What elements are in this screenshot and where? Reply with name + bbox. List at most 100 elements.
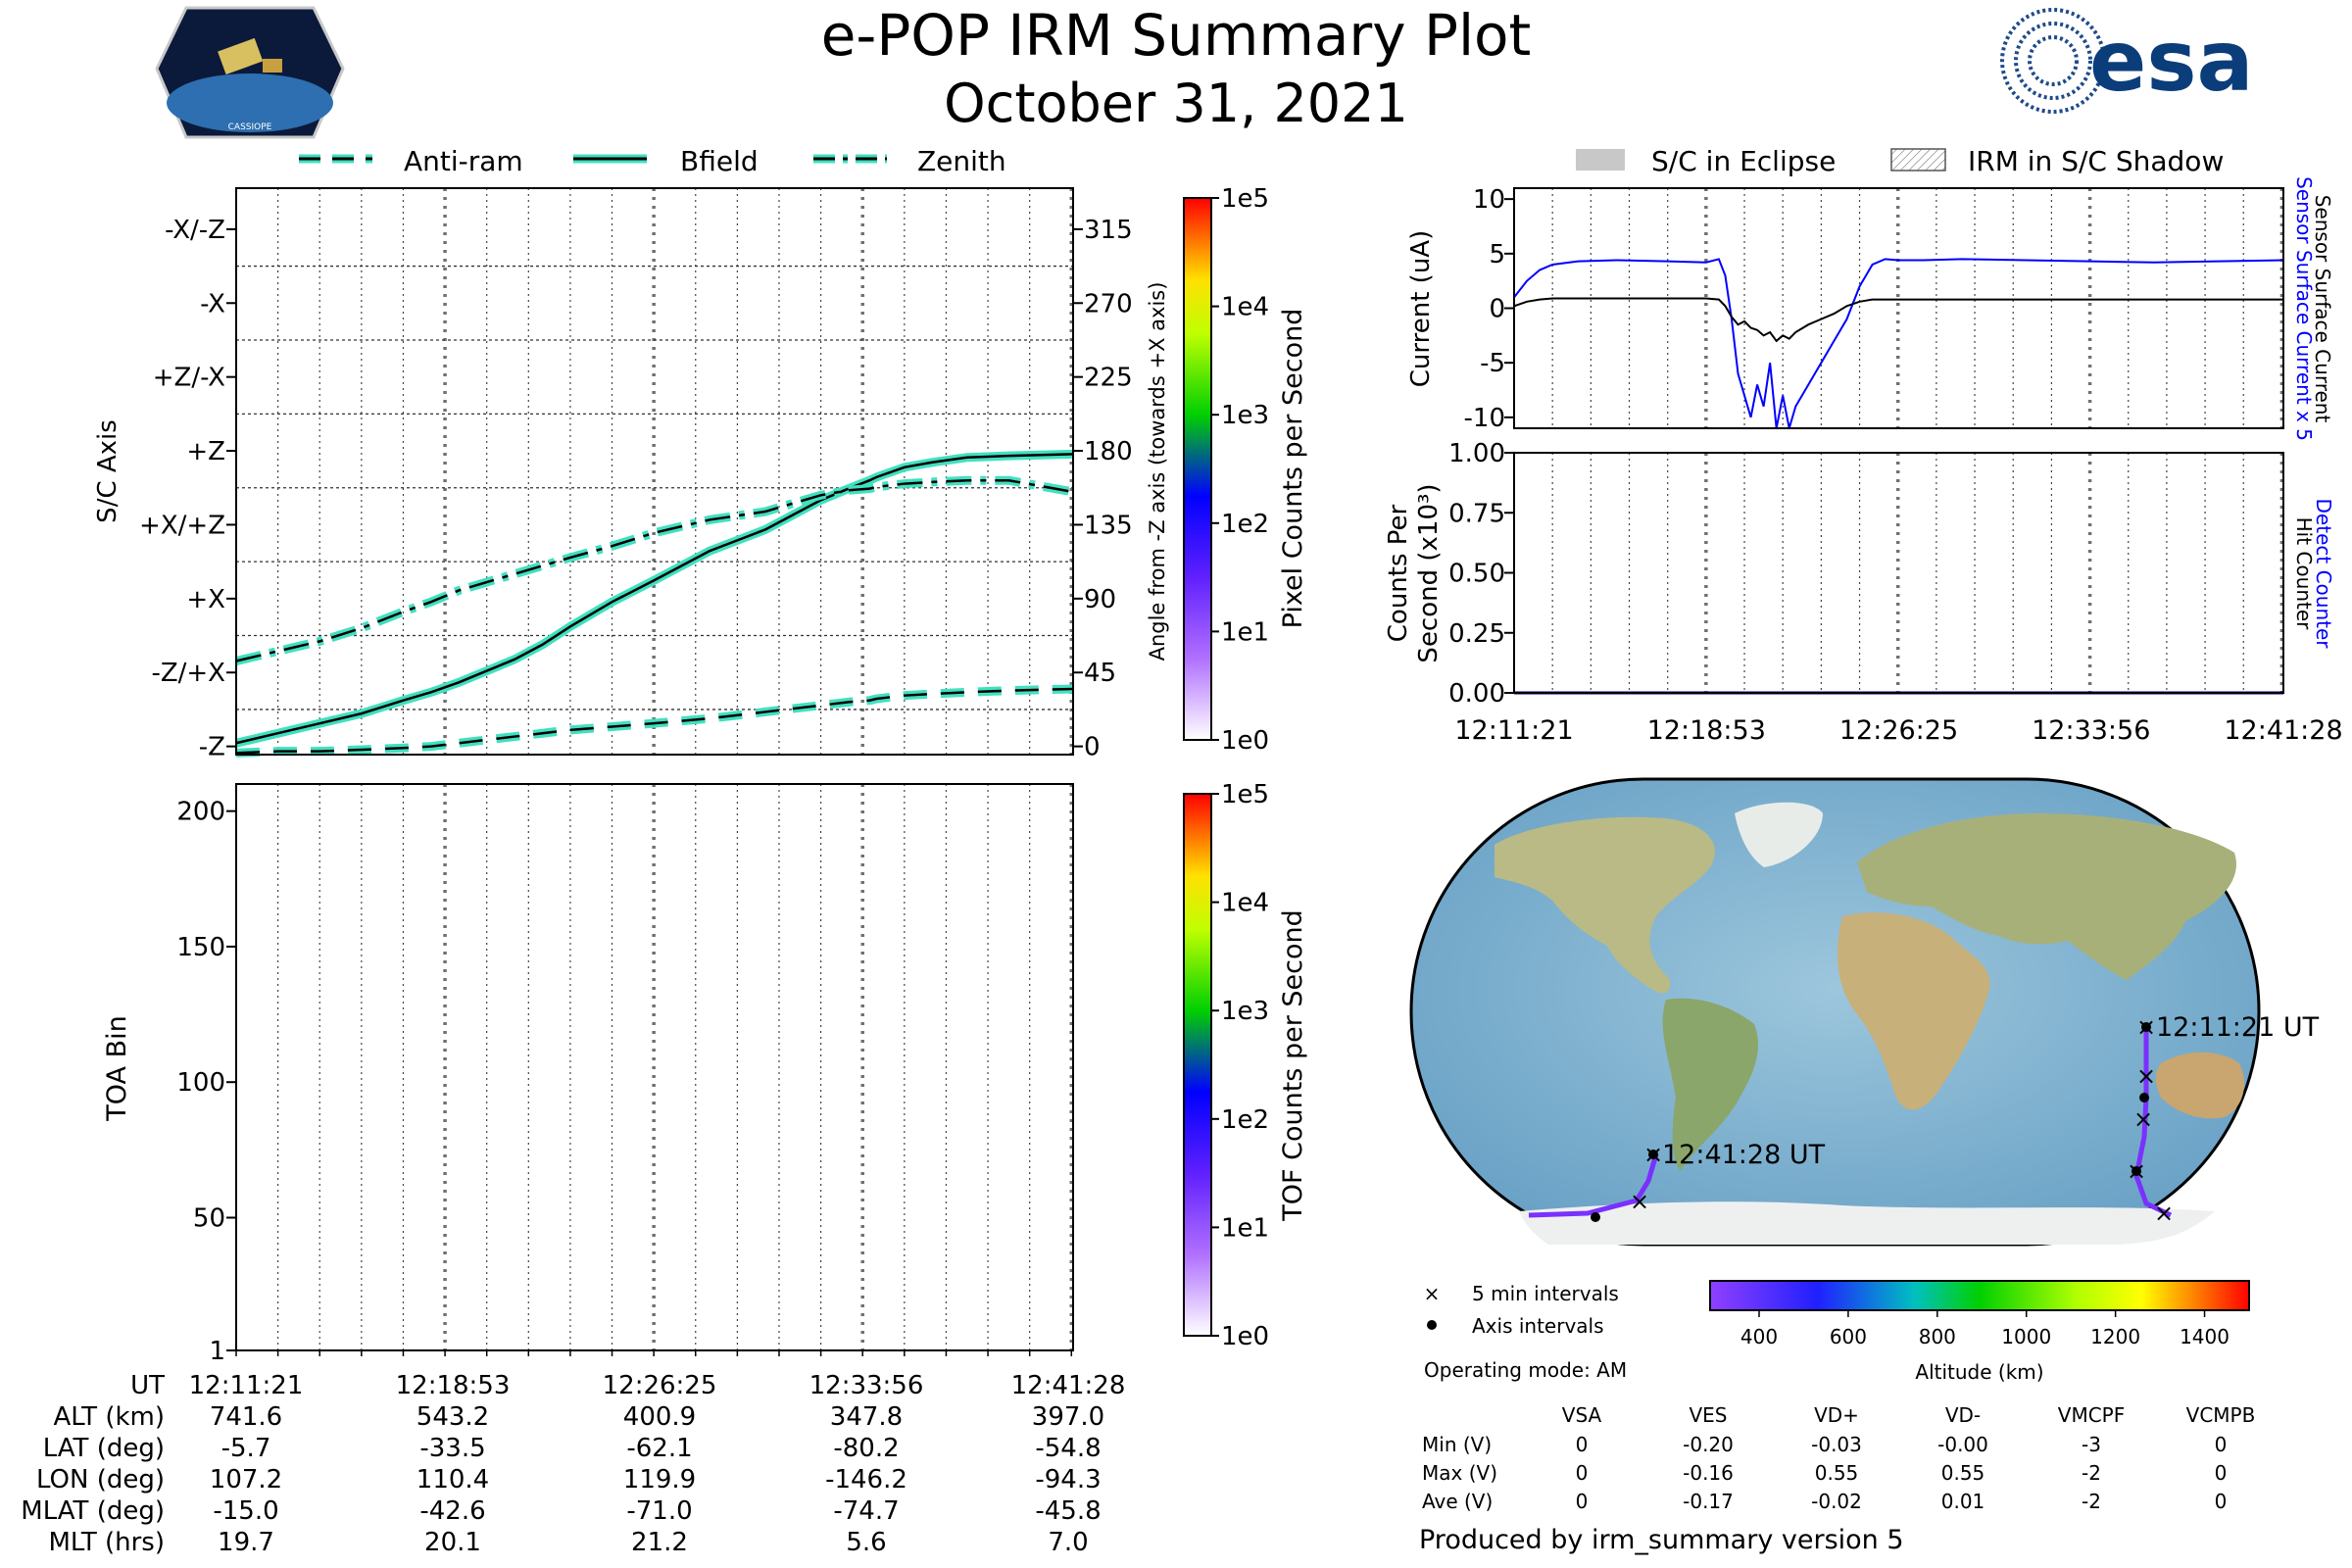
legend-anti-ram: Anti-ram — [404, 145, 523, 177]
time-tick-label: 12:33:56 — [2032, 715, 2150, 746]
colorbar-tick-label: 1e2 — [1221, 510, 1269, 539]
current-panel: -10 -5 0 5 10 Current (uA) Sensor Surface Cu… — [1406, 176, 2334, 441]
cassiope-logo: CASSIOPE — [155, 6, 345, 139]
legend-eclipse: S/C in Eclipse — [1651, 145, 1836, 177]
info-cell: 21.2 — [631, 1528, 688, 1557]
voltage-cell: -0.17 — [1683, 1490, 1734, 1513]
info-row-header: LAT (deg) — [43, 1434, 165, 1463]
legend-bfield: Bfield — [680, 145, 759, 177]
current-tick-label: 0 — [1489, 295, 1505, 324]
counts-tick-labels: 0.00 0.25 0.50 0.75 1.00 — [1448, 439, 1514, 709]
sc-axis-tick-labels: -Z -Z/+X +X +X/+Z +Z +Z/-X -X -X/-Z 0 45 90 135 180 2… — [139, 216, 1133, 762]
angle-tick-label: 225 — [1084, 364, 1133, 393]
current-tick-label: -5 — [1480, 349, 1505, 378]
toa-ylabel: TOA Bin — [102, 1015, 132, 1121]
angle-tick-label: 135 — [1084, 511, 1133, 540]
cross-marker-icon: × — [1424, 1282, 1441, 1305]
info-cell: 12:11:21 — [189, 1371, 304, 1400]
altitude-tick-label: 600 — [1830, 1325, 1867, 1348]
sensor-current-line — [1513, 258, 2284, 429]
dot-marker-icon — [1427, 1320, 1437, 1330]
voltage-cell: 0 — [2215, 1433, 2228, 1456]
current-tick-label: -10 — [1464, 404, 1505, 433]
sc-axis-panel: -Z -Z/+X +X +X/+Z +Z +Z/-X -X -X/-Z 0 45 90 135 180 2… — [93, 187, 1169, 762]
current-traces — [1513, 258, 2284, 429]
interval-cross-icon: × — [2136, 1062, 2156, 1090]
trace-anti-ram — [235, 687, 1074, 755]
current-tick-label: 10 — [1473, 185, 1505, 215]
info-cell: 741.6 — [210, 1402, 282, 1432]
info-row-header: LON (deg) — [36, 1465, 165, 1494]
info-cell: 12:41:28 — [1011, 1371, 1126, 1400]
legend-5min: 5 min intervals — [1472, 1282, 1619, 1305]
altitude-label: Altitude (km) — [1915, 1360, 2043, 1384]
axis-interval-dot — [1591, 1212, 1600, 1222]
voltage-cell: 0 — [1576, 1490, 1589, 1513]
voltage-cell: 0.01 — [1941, 1490, 1985, 1513]
info-cell: -80.2 — [833, 1434, 899, 1463]
orbit-path-americas — [1528, 1153, 1659, 1218]
toa-tick-label: 100 — [176, 1068, 225, 1098]
right-time-labels: 12:11:21 12:18:53 12:26:25 12:33:56 12:41:28 — [1454, 715, 2342, 746]
sc-axis-tick-label: +X — [186, 585, 225, 614]
time-tick-label: 12:41:28 — [2224, 715, 2342, 746]
antarctica — [1519, 1201, 2215, 1245]
footer-credit: Produced by irm_summary version 5 — [1419, 1525, 1904, 1555]
australia — [2155, 1052, 2244, 1119]
trace-bfield — [235, 453, 1074, 745]
time-tick-label: 12:26:25 — [1839, 715, 1958, 746]
axis-interval-dot — [2132, 1166, 2141, 1176]
map-end-label: 12:41:28 UT — [1662, 1140, 1826, 1170]
info-cell: 107.2 — [210, 1465, 282, 1494]
info-row-header: UT — [130, 1371, 165, 1400]
orbit-path-asia — [2133, 1027, 2173, 1218]
info-cell: 20.1 — [424, 1528, 481, 1557]
colorbar-tick-label: 1e1 — [1221, 1213, 1269, 1243]
current-ylabel: Current (uA) — [1406, 230, 1436, 387]
trace-legend: Anti-ram Bfield Zenith — [299, 145, 1006, 177]
voltage-cell: -2 — [2082, 1490, 2101, 1513]
tof-colorbar-label: TOF Counts per Second — [1278, 909, 1308, 1222]
current-grid — [1513, 188, 2284, 428]
info-cell: -42.6 — [419, 1496, 485, 1526]
info-cell: -33.5 — [419, 1434, 485, 1463]
colorbar-tick-label: 1e2 — [1221, 1105, 1269, 1135]
greenland — [1735, 802, 1823, 867]
info-cell: -94.3 — [1035, 1465, 1101, 1494]
map-legend: × 5 min intervals Axis intervals Operati… — [1424, 1282, 1627, 1382]
info-cell: 12:33:56 — [809, 1371, 924, 1400]
trace-anti-ram-glow — [235, 684, 1074, 758]
figure-title: e-POP IRM Summary Plot — [821, 2, 1532, 69]
info-row-header: MLT (hrs) — [49, 1528, 166, 1557]
voltage-cell: -0.20 — [1683, 1433, 1734, 1456]
info-cell: 110.4 — [416, 1465, 489, 1494]
info-cell: -74.7 — [833, 1496, 899, 1526]
voltage-cell: -3 — [2082, 1433, 2101, 1456]
colorbar-tick-label: 1e5 — [1221, 780, 1269, 809]
info-cell: 12:26:25 — [603, 1371, 717, 1400]
south-america — [1662, 998, 1759, 1171]
sc-axis-grid — [235, 188, 1074, 755]
toa-frame — [235, 783, 1074, 1351]
info-cell: -45.8 — [1035, 1496, 1101, 1526]
interval-cross-icon: × — [2133, 1105, 2153, 1133]
current-tick-label: 5 — [1489, 240, 1505, 270]
counts-tick-label: 0.75 — [1448, 499, 1505, 528]
surface-current-label: Sensor Surface Current — [2311, 195, 2334, 423]
sc-axis-frame — [235, 187, 1074, 756]
sc-axis-tick-label: +X/+Z — [139, 511, 225, 540]
counts-ylabel-2: Second (x10³) — [1414, 483, 1444, 662]
voltage-cell: -0.16 — [1683, 1461, 1734, 1485]
sensor-current-label: Sensor Surface Current x 5 — [2292, 176, 2316, 441]
info-cell: 543.2 — [416, 1402, 489, 1432]
toa-tick-label: 50 — [193, 1203, 225, 1233]
voltage-column-header: VD+ — [1814, 1403, 1859, 1427]
altitude-tick-label: 1400 — [2180, 1325, 2230, 1348]
info-row-header: ALT (km) — [53, 1402, 165, 1432]
info-cell: 119.9 — [623, 1465, 696, 1494]
colorbar-tick-label: 1e3 — [1221, 401, 1269, 430]
info-cell: -62.1 — [626, 1434, 692, 1463]
info-cell: 400.9 — [623, 1402, 696, 1432]
